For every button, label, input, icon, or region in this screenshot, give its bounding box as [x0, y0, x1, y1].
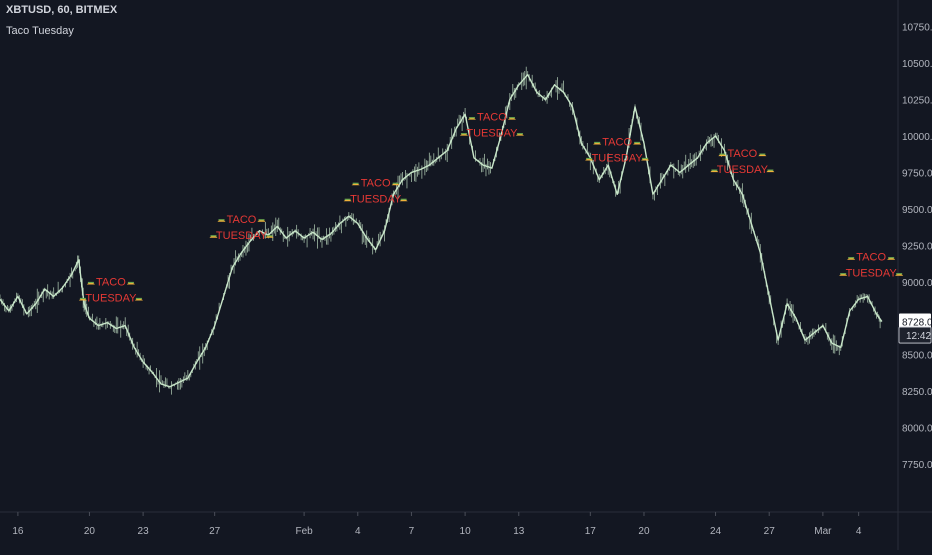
- time-axis[interactable]: 16 20 23 27 Feb 4 7 10 13 17 20 24 27 Mar 4: [12, 512, 862, 537]
- taco-label-top: TACO: [602, 136, 632, 148]
- time-tick-label: 20: [638, 526, 650, 537]
- symbol-title[interactable]: XBTUSD, 60, BITMEX: [6, 4, 117, 16]
- taco-label-bottom: TUESDAY: [717, 164, 769, 176]
- taco-icon: [766, 169, 775, 173]
- taco-label-top: TACO: [361, 177, 391, 189]
- taco-icon: [515, 133, 524, 136]
- taco-tuesday-label[interactable]: TACO TUESDAY: [209, 214, 274, 242]
- taco-icon: [718, 153, 727, 157]
- symbol-line: XBTUSD, 60, BITMEX: [6, 4, 118, 16]
- taco-label-bottom: TUESDAY: [466, 128, 518, 140]
- taco-icon: [507, 117, 516, 120]
- taco-icon: [78, 297, 87, 301]
- taco-icon: [391, 182, 400, 186]
- time-tick-label: 27: [209, 526, 221, 537]
- taco-icon: [126, 281, 135, 285]
- taco-icon: [217, 219, 226, 222]
- taco-icon: [467, 117, 476, 120]
- taco-icon: [399, 198, 408, 202]
- taco-icon: [895, 273, 904, 276]
- time-tick-label: 16: [12, 526, 24, 537]
- taco-icon: [839, 273, 848, 276]
- current-price-badge: [899, 313, 931, 330]
- time-tick-label: Mar: [814, 526, 832, 537]
- price-tick-label: 8500.0: [902, 351, 932, 362]
- price-tick-label: 9750.0: [902, 168, 932, 179]
- time-tick-label: 24: [710, 526, 722, 537]
- taco-icon: [351, 182, 360, 186]
- taco-tuesday-label[interactable]: TACO TUESDAY: [78, 276, 143, 304]
- price-tick-label: 7750.0: [902, 460, 932, 471]
- price-tick-label: 9250.0: [902, 241, 932, 252]
- time-tick-label: 7: [409, 526, 415, 537]
- taco-icon: [265, 235, 274, 238]
- taco-tuesday-label[interactable]: TACO TUESDAY: [459, 112, 524, 140]
- taco-label-top: TACO: [227, 214, 257, 226]
- price-tick-label: 9500.0: [902, 205, 932, 216]
- price-tick-label: 10750.0: [902, 23, 932, 34]
- taco-icon: [710, 169, 719, 173]
- taco-icon: [847, 257, 856, 260]
- time-tick-label: 10: [460, 526, 472, 537]
- price-bars: [0, 66, 882, 395]
- price-tick-label: 10500.0: [902, 59, 932, 70]
- taco-icon: [134, 297, 143, 301]
- taco-icon: [641, 157, 650, 161]
- taco-icon: [593, 141, 602, 145]
- time-tick-label: 23: [138, 526, 150, 537]
- taco-label-bottom: TUESDAY: [592, 152, 644, 164]
- bar-countdown-badge: [898, 326, 932, 344]
- price-tick-label: 9000.0: [902, 278, 932, 289]
- bar-countdown-label: 12:42: [906, 331, 931, 342]
- time-tick-label: Feb: [295, 526, 313, 537]
- taco-tuesday-label[interactable]: TACO TUESDAY: [839, 252, 904, 280]
- price-tick-label: 10000.0: [902, 132, 932, 143]
- time-tick-label: 27: [764, 526, 776, 537]
- taco-icon: [585, 157, 594, 161]
- time-tick-label: 13: [513, 526, 525, 537]
- taco-label-top: TACO: [856, 252, 886, 264]
- time-tick-label: 4: [856, 526, 862, 537]
- time-tick-label: 4: [355, 526, 361, 537]
- taco-tuesday-label[interactable]: TACO TUESDAY: [585, 136, 650, 164]
- taco-label-top: TACO: [477, 112, 507, 124]
- taco-icon: [459, 133, 468, 136]
- taco-tuesday-label[interactable]: TACO TUESDAY: [343, 177, 408, 205]
- taco-label-bottom: TUESDAY: [846, 268, 898, 280]
- taco-icon: [633, 141, 642, 145]
- price-axis[interactable]: 10750.0 10500.0 10250.0 10000.0 9750.0 9500.0…: [902, 23, 932, 472]
- current-price-label: 8728.0: [902, 317, 932, 328]
- taco-icon: [887, 257, 896, 260]
- taco-icon: [257, 219, 266, 222]
- taco-label-bottom: TUESDAY: [350, 193, 402, 205]
- taco-label-top: TACO: [96, 276, 126, 288]
- price-tick-label: 8250.0: [902, 387, 932, 398]
- taco-label-bottom: TUESDAY: [216, 230, 268, 242]
- taco-label-top: TACO: [727, 148, 757, 160]
- time-tick-label: 20: [84, 526, 96, 537]
- taco-icon: [209, 235, 218, 238]
- indicator-name[interactable]: Taco Tuesday: [6, 25, 74, 37]
- price-tick-label: 10250.0: [902, 96, 932, 107]
- taco-icon: [758, 153, 767, 157]
- taco-tuesday-label[interactable]: TACO TUESDAY: [710, 148, 775, 176]
- taco-label-bottom: TUESDAY: [85, 292, 137, 304]
- taco-icon: [86, 281, 95, 285]
- taco-icon: [343, 198, 352, 202]
- price-tick-label: 8000.0: [902, 424, 932, 435]
- time-tick-label: 17: [585, 526, 597, 537]
